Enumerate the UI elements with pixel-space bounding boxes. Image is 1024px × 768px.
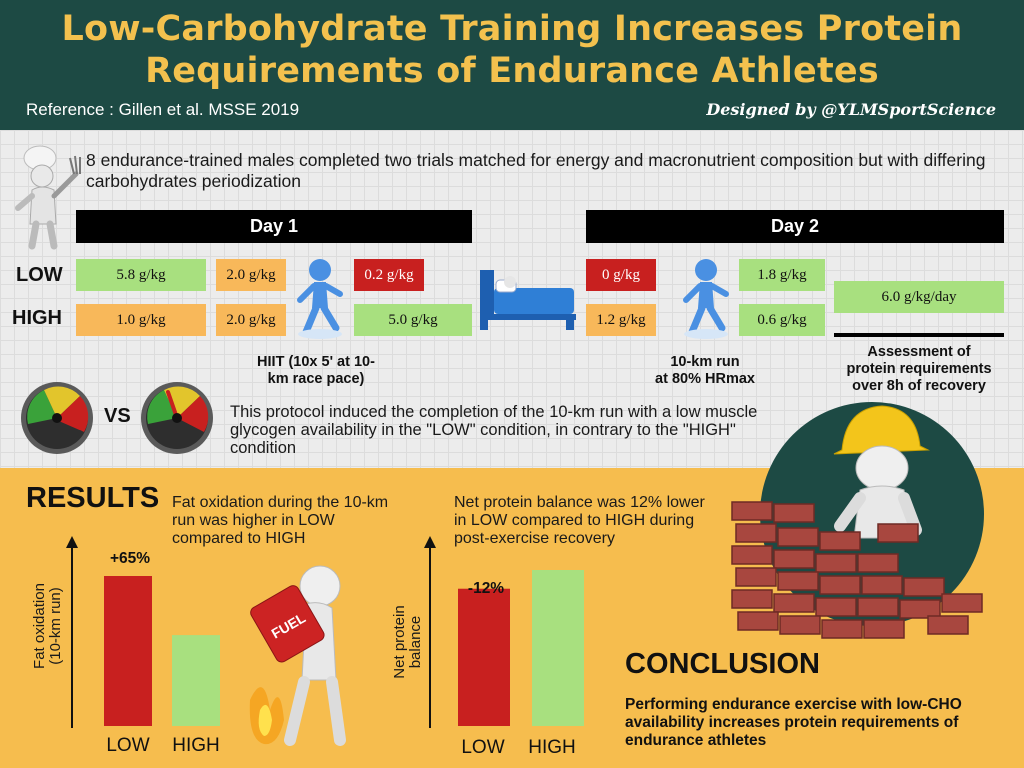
row-label-low: LOW (16, 264, 63, 286)
hiit-caption: HIIT (10x 5' at 10- km race pace) (236, 354, 396, 388)
day1-low-cho-dinner: 0.2 g/kg (354, 259, 424, 291)
fat-axis-label: Fat oxidation (10-km run) (31, 566, 64, 686)
fat-axis-label-line-2: (10-km run) (47, 587, 64, 665)
assessment-caption-line-1: Assessment of (867, 344, 971, 360)
running-figure-icon (297, 259, 343, 339)
title-line-1: Low-Carbohydrate Training Increases Prot… (61, 9, 963, 49)
protein-bar-high (532, 570, 584, 726)
glycogen-gauge-icon (21, 382, 93, 454)
run-caption-line-2: at 80% HRmax (655, 371, 755, 387)
protein-category-high: HIGH (528, 737, 576, 758)
day2-protein-intake: 6.0 g/kg/day (834, 281, 1004, 313)
run-caption-line-1: 10-km run (670, 354, 740, 370)
fat-axis-label-line-1: Fat oxidation (31, 583, 48, 669)
day2-high-cho-lunch: 0.6 g/kg (739, 304, 825, 336)
fat-oxidation-chart (104, 576, 220, 726)
protein-axis-label-line-1: Net protein (391, 605, 408, 679)
protein-change-label: -12% (467, 580, 505, 597)
row-label-high: HIGH (12, 307, 62, 329)
brick-wall-icon (731, 501, 983, 639)
day1-low-cho-breakfast: 5.8 g/kg (76, 259, 206, 291)
run-caption: 10-km run at 80% HRmax (640, 354, 770, 388)
running-figure-icon (683, 259, 729, 339)
protein-bar-low (458, 588, 510, 726)
protein-axis-label-line-2: balance (407, 615, 424, 669)
protein-balance-chart (458, 570, 584, 726)
day2-low-cho-breakfast: 0 g/kg (586, 259, 656, 291)
reference-text: Reference : Gillen et al. MSSE 2019 (26, 100, 300, 119)
fat-category-low: LOW (106, 735, 150, 756)
day1-low-cho-lunch: 2.0 g/kg (216, 259, 286, 291)
designed-by-text: Designed by @YLMSportScience (706, 100, 996, 119)
vs-label: VS (104, 405, 131, 427)
chef-figure-icon (15, 145, 81, 250)
day2-low-cho-lunch: 1.8 g/kg (739, 259, 825, 291)
title-line-2: Requirements of Endurance Athletes (145, 51, 879, 91)
day1-bar: Day 1 (76, 210, 472, 243)
header: Low-Carbohydrate Training Increases Prot… (0, 0, 1024, 130)
assessment-caption: Assessment of protein requirements over … (832, 344, 1006, 395)
day1-high-cho-lunch: 2.0 g/kg (216, 304, 286, 336)
day2-high-cho-breakfast: 1.2 g/kg (586, 304, 656, 336)
fat-bar-high (172, 635, 220, 726)
conclusion-title: CONCLUSION (625, 648, 820, 680)
day2-bar: Day 2 (586, 210, 1004, 243)
fat-oxidation-text: Fat oxidation during the 10-km run was h… (172, 494, 389, 547)
assessment-caption-line-3: over 8h of recovery (852, 378, 986, 394)
assessment-caption-line-2: protein requirements (846, 361, 992, 377)
day1-high-cho-breakfast: 1.0 g/kg (76, 304, 206, 336)
results-title: RESULTS (26, 482, 160, 514)
hiit-caption-line-1: HIIT (10x 5' at 10- (257, 354, 375, 370)
conclusion-text: Performing endurance exercise with low-C… (625, 696, 962, 749)
fat-bar-low (104, 576, 152, 726)
protein-axis-arrow (424, 536, 436, 728)
page-title: Low-Carbohydrate Training Increases Prot… (0, 8, 1024, 92)
assessment-divider (834, 333, 1004, 337)
protocol-text: This protocol induced the completion of … (230, 403, 758, 457)
intro-text: 8 endurance-trained males completed two … (86, 150, 986, 191)
hiit-caption-line-2: km race pace) (267, 371, 365, 387)
fuel-can-figure-icon: FUEL (249, 565, 346, 746)
glycogen-gauge-icon (141, 382, 213, 454)
protein-axis-label: Net protein balance (391, 582, 424, 702)
protein-category-low: LOW (461, 737, 505, 758)
bed-icon (480, 270, 576, 330)
fat-axis-arrow (66, 536, 78, 728)
day1-high-cho-dinner: 5.0 g/kg (354, 304, 472, 336)
builder-figure-icon (833, 405, 930, 539)
protein-balance-text: Net protein balance was 12% lower in LOW… (454, 494, 705, 547)
fat-change-label: +65% (109, 550, 151, 567)
fat-category-high: HIGH (172, 735, 220, 756)
